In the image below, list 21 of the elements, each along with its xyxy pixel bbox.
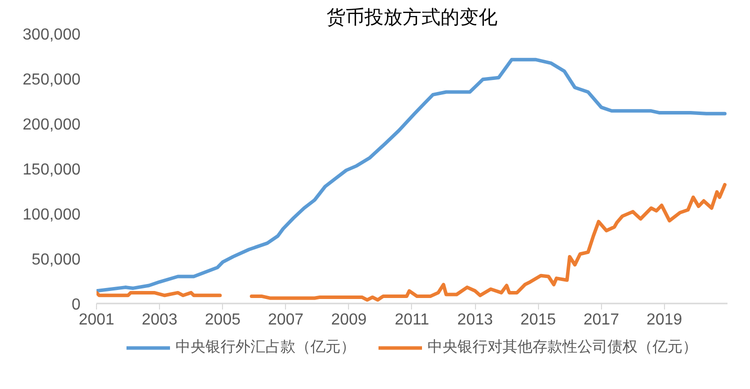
x-tick-label: 2013 xyxy=(457,312,493,328)
y-tick-label: 100,000 xyxy=(22,206,81,224)
x-tick-label: 2009 xyxy=(331,312,367,328)
y-tick-label: 300,000 xyxy=(22,26,81,44)
y-tick-label: 50,000 xyxy=(32,252,81,268)
x-tick-label: 2005 xyxy=(204,312,241,328)
legend-label: 中央银行对其他存款性公司债权（亿元） xyxy=(428,338,698,356)
line-series xyxy=(96,58,727,293)
y-tick-label: 150,000 xyxy=(22,162,81,178)
legend-label: 中央银行外汇占款（亿元） xyxy=(176,338,356,356)
x-tick-label: 2017 xyxy=(584,312,620,328)
chart-title: 货币投放方式的变化 xyxy=(326,6,498,28)
x-tick-label: 2007 xyxy=(268,312,304,328)
x-tick-label: 2019 xyxy=(646,312,682,328)
x-tick-label: 2001 xyxy=(78,312,114,328)
y-tick-label: 250,000 xyxy=(22,72,81,88)
x-tick-label: 2011 xyxy=(394,312,430,328)
y-tick-label: 0 xyxy=(72,296,81,314)
y-tick-label: 200,000 xyxy=(22,116,81,134)
x-tick-label: 2015 xyxy=(520,312,556,328)
x-tick-label: 2003 xyxy=(142,312,178,328)
